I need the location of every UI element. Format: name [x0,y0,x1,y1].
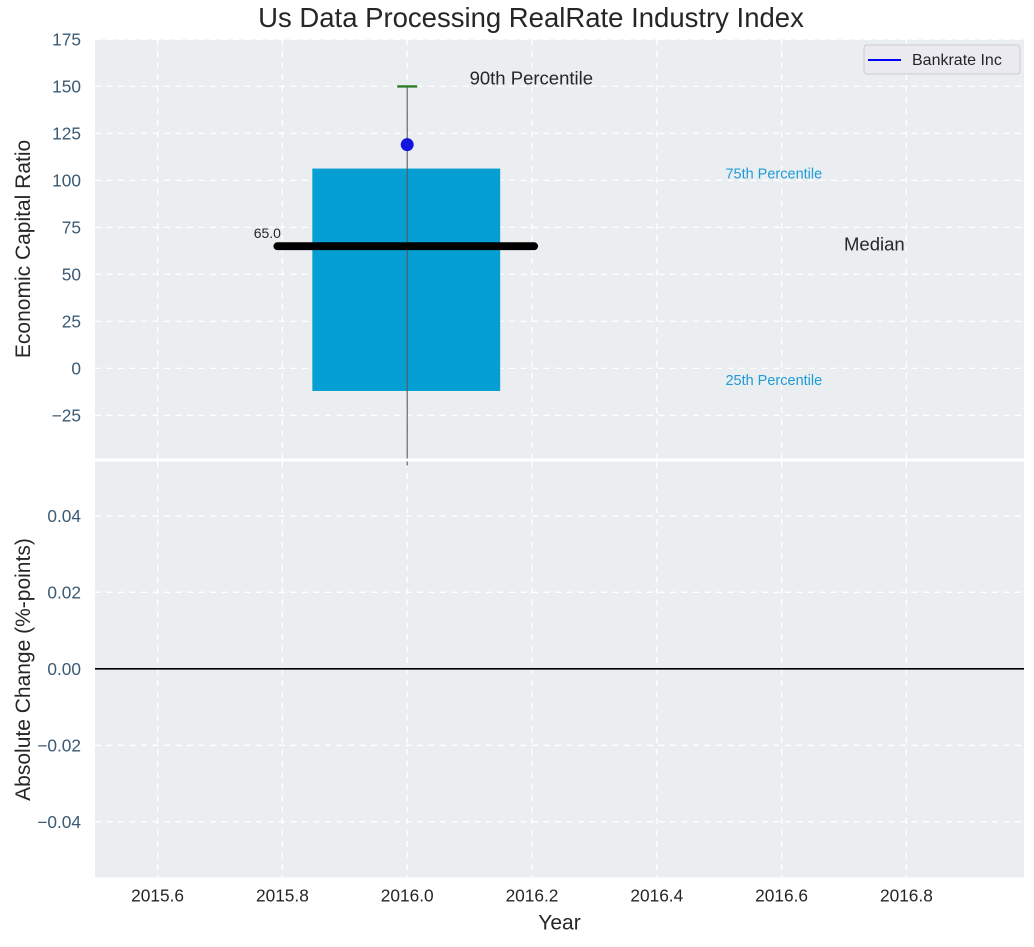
svg-text:2016.4: 2016.4 [630,886,683,906]
svg-text:25th Percentile: 25th Percentile [725,373,822,389]
svg-text:2016.2: 2016.2 [506,886,559,906]
svg-text:2016.8: 2016.8 [880,886,933,906]
svg-text:0.04: 0.04 [47,506,81,526]
svg-text:150: 150 [52,76,81,96]
svg-text:50: 50 [62,264,81,284]
svg-text:2015.8: 2015.8 [256,886,309,906]
svg-text:Absolute Change (%-points): Absolute Change (%-points) [12,538,35,801]
svg-text:2016.6: 2016.6 [755,886,808,906]
svg-text:0.02: 0.02 [47,582,81,602]
svg-text:175: 175 [52,29,81,49]
svg-text:2015.6: 2015.6 [131,886,184,906]
svg-text:−0.02: −0.02 [37,735,81,755]
svg-text:Year: Year [538,912,580,935]
svg-text:90th Percentile: 90th Percentile [470,67,593,88]
svg-text:Bankrate Inc: Bankrate Inc [912,52,1002,69]
svg-text:0.00: 0.00 [47,659,81,679]
svg-text:75: 75 [62,217,81,237]
svg-text:2016.0: 2016.0 [381,886,434,906]
svg-text:−0.04: −0.04 [37,812,81,832]
svg-text:75th Percentile: 75th Percentile [725,166,822,182]
svg-text:125: 125 [52,123,81,143]
svg-text:Median: Median [844,234,905,255]
svg-text:65.0: 65.0 [254,225,281,241]
svg-text:0: 0 [71,358,81,378]
svg-text:Us Data Processing RealRate In: Us Data Processing RealRate Industry Ind… [258,2,804,33]
svg-text:Economic Capital Ratio: Economic Capital Ratio [12,140,35,358]
svg-text:25: 25 [62,311,81,331]
svg-text:−25: −25 [52,405,81,425]
svg-text:100: 100 [52,170,81,190]
